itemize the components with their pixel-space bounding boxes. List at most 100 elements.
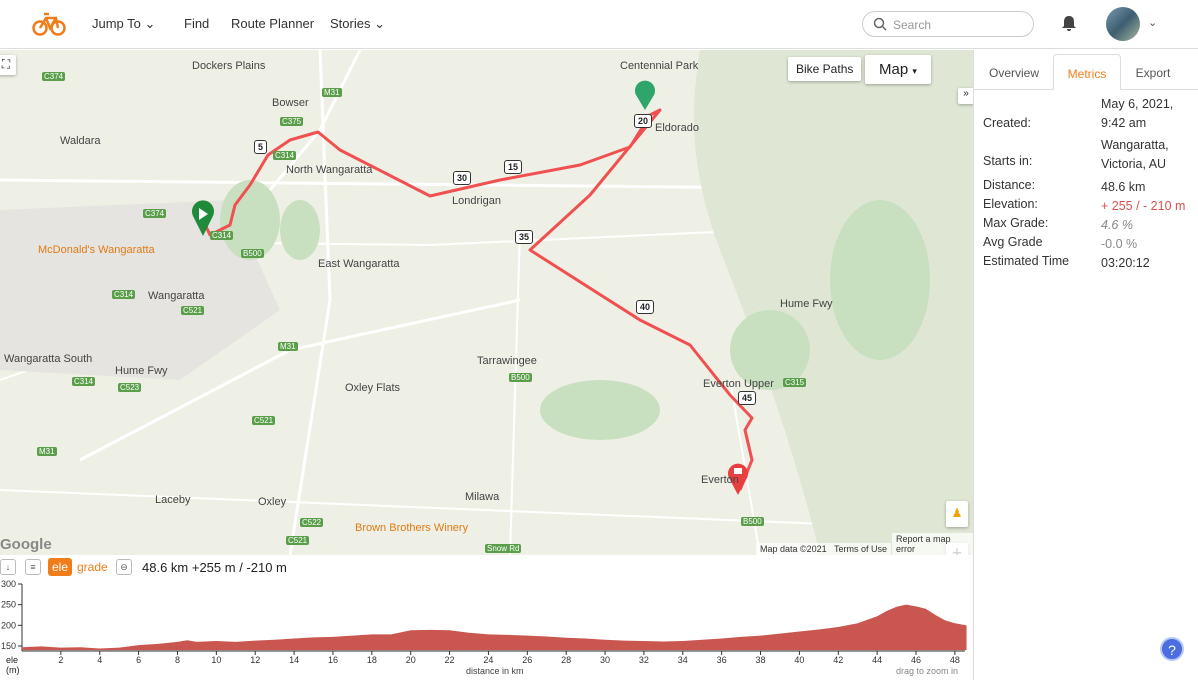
map-type-label: Map — [879, 61, 909, 78]
tab-export[interactable]: Export — [1135, 66, 1171, 80]
grade-toggle[interactable]: grade — [77, 560, 108, 574]
road-shield: C314 — [112, 290, 136, 299]
km-marker: 5 — [254, 140, 268, 154]
map-attribution: Map data ©2021 — [756, 543, 831, 555]
metric-value: -0.0 % — [1101, 237, 1138, 251]
map-place-label: Bowser — [272, 97, 309, 109]
chevron-down-icon: ⌄ — [374, 16, 385, 31]
drag-hint: drag to zoom in — [896, 666, 959, 676]
x-tick-label: 16 — [328, 655, 338, 665]
metric-value: 4.6 % — [1101, 218, 1133, 232]
map-place-label: Milawa — [465, 491, 500, 503]
tab-metrics[interactable]: Metrics — [1053, 54, 1121, 90]
map-place-label: Centennial Park — [620, 60, 699, 72]
map-canvas[interactable] — [0, 50, 973, 555]
road-shield: B500 — [741, 517, 764, 526]
nav-jump-to[interactable]: Jump To ⌄ — [92, 16, 155, 32]
zoom-out-icon[interactable]: ⊖ — [116, 559, 132, 575]
map-park-area — [220, 180, 280, 260]
km-marker: 40 — [636, 300, 655, 314]
x-tick-label: 24 — [483, 655, 493, 665]
map-place-label: Everton Upper — [703, 378, 774, 390]
top-nav: Jump To ⌄ Find Route Planner Stories ⌄ S… — [0, 0, 1198, 49]
y-tick-label: 200 — [1, 620, 16, 630]
road-shield: C374 — [143, 209, 167, 218]
sidebar: Overview Metrics Export Created: May 6, 2… — [973, 50, 1198, 680]
metric-label: Created: — [983, 116, 1031, 130]
road-shield: C314 — [273, 151, 297, 160]
x-tick-label: 26 — [522, 655, 532, 665]
km-marker: 35 — [515, 230, 534, 244]
nav-route-planner[interactable]: Route Planner — [231, 16, 315, 31]
map-place-label: Londrigan — [452, 195, 501, 207]
road-shield: B500 — [241, 249, 264, 258]
x-tick-label: 42 — [833, 655, 843, 665]
search-placeholder: Search — [893, 18, 932, 32]
metric-label: Max Grade: — [983, 216, 1049, 230]
sidebar-tabs: Overview Metrics Export — [974, 54, 1198, 90]
nav-find[interactable]: Find — [184, 16, 210, 31]
bike-logo-icon[interactable] — [32, 11, 66, 37]
metric-label: Elevation: — [983, 197, 1038, 211]
end-marker-icon[interactable] — [728, 463, 749, 495]
ele-toggle[interactable]: ele — [48, 558, 73, 576]
bike-paths-button[interactable]: Bike Paths — [788, 57, 862, 81]
map-place-label: Hume Fwy — [115, 365, 168, 377]
km-marker: 20 — [634, 114, 653, 128]
map-park-area — [830, 200, 930, 360]
x-tick-label: 10 — [211, 655, 221, 665]
report-error-link[interactable]: Report a map error — [892, 533, 973, 555]
x-tick-label: 46 — [911, 655, 921, 665]
map-place-label: Hume Fwy — [780, 298, 833, 310]
elevation-area[interactable] — [22, 604, 967, 651]
x-tick-label: 40 — [794, 655, 804, 665]
metric-label: Avg Grade — [983, 235, 1043, 249]
search-input[interactable]: Search — [862, 11, 1034, 37]
metric-label: Starts in: — [983, 154, 1033, 168]
nav-label: Stories — [330, 16, 371, 31]
x-tick-label: 14 — [289, 655, 299, 665]
map-place-label: North Wangaratta — [286, 164, 373, 176]
x-axis-label: distance in km — [466, 666, 524, 676]
street-view-pegman-icon[interactable]: ♟ — [946, 501, 968, 527]
road-shield: M31 — [278, 342, 298, 351]
map-place-label: Oxley — [258, 496, 287, 508]
avatar[interactable] — [1106, 7, 1140, 41]
fullscreen-icon[interactable]: ⛶ — [0, 55, 16, 75]
metric-value: 48.6 km — [1101, 180, 1146, 194]
start-marker-icon[interactable] — [192, 200, 215, 236]
map-place-label: East Wangaratta — [318, 258, 400, 270]
collapse-sidebar-icon[interactable]: » — [958, 88, 973, 104]
tab-overview[interactable]: Overview — [988, 66, 1039, 80]
x-tick-label: 12 — [250, 655, 260, 665]
route-line[interactable] — [201, 108, 754, 491]
x-tick-label: 38 — [756, 655, 766, 665]
y-axis-label: ele (m) — [6, 655, 20, 675]
chevron-down-icon[interactable]: ⌄ — [1148, 17, 1158, 29]
map-type-button[interactable]: Map ▾ — [865, 55, 931, 84]
google-logo: Google — [0, 536, 52, 553]
y-tick-label: 150 — [1, 641, 16, 651]
terms-link[interactable]: Terms of Use — [830, 543, 892, 555]
x-tick-label: 28 — [561, 655, 571, 665]
road-shield: M31 — [37, 447, 57, 456]
map[interactable]: Dockers Plains Bowser Waldara North Wangara… — [0, 50, 973, 555]
nav-stories[interactable]: Stories ⌄ — [330, 16, 385, 32]
x-tick-label: 18 — [367, 655, 377, 665]
x-tick-label: 44 — [872, 655, 882, 665]
map-place-label: Eldorado — [655, 122, 700, 134]
road-shield: C522 — [300, 518, 324, 527]
bell-icon[interactable] — [1060, 14, 1078, 32]
road-shield: C375 — [280, 117, 304, 126]
x-tick-label: 20 — [406, 655, 416, 665]
download-icon[interactable]: ↓ — [0, 559, 16, 575]
menu-icon[interactable]: ≡ — [25, 559, 41, 575]
help-icon[interactable]: ? — [1160, 637, 1184, 661]
park-marker-icon[interactable] — [635, 80, 656, 110]
metric-label: Distance: — [983, 178, 1036, 192]
road-shield: C521 — [181, 306, 205, 315]
road-shield: C523 — [118, 383, 142, 392]
chevron-down-icon: ⌄ — [144, 16, 156, 31]
map-place-label: Wangaratta — [148, 290, 205, 302]
